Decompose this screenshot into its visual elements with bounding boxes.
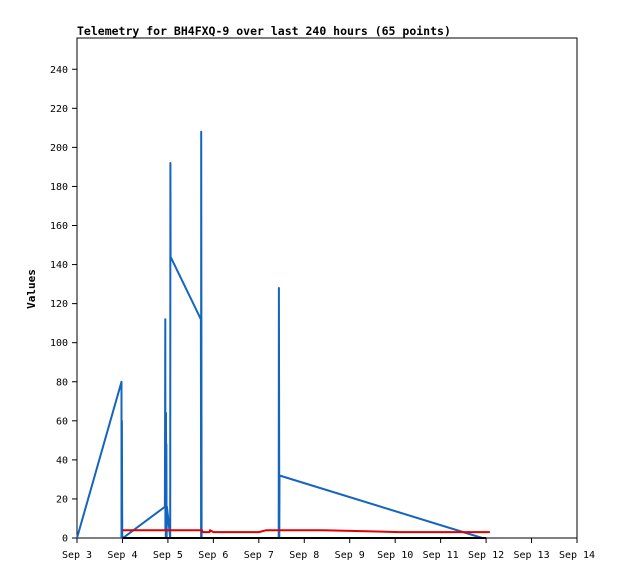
y-tick-label: 0 xyxy=(62,534,68,545)
x-tick-label: Sep 9 xyxy=(335,550,365,561)
x-tick-label: Sep 14 xyxy=(559,550,595,561)
y-tick-label: 80 xyxy=(56,377,68,388)
y-tick-label: 220 xyxy=(50,104,68,115)
y-tick-label: 240 xyxy=(50,65,68,76)
y-tick-label: 160 xyxy=(50,221,68,232)
y-axis-label: Values xyxy=(25,269,38,309)
x-tick-label: Sep 5 xyxy=(153,550,183,561)
series-line-2 xyxy=(122,529,490,534)
x-tick-label: Sep 8 xyxy=(289,550,319,561)
chart-title: Telemetry for BH4FXQ-9 over last 240 hou… xyxy=(77,24,451,38)
y-tick-label: 40 xyxy=(56,455,68,466)
series-layer xyxy=(76,130,490,539)
x-tick-label: Sep 6 xyxy=(198,550,228,561)
y-tick-label: 60 xyxy=(56,416,68,427)
series-line-1 xyxy=(76,130,487,539)
x-tick-label: Sep 4 xyxy=(107,550,137,561)
plot-frame xyxy=(76,37,578,539)
x-axis-ticks: Sep 3 Sep 4 Sep 5 Sep 6 Sep 7 Sep 8 Sep 9 Sep 1… xyxy=(62,538,595,561)
x-tick-label: Sep 7 xyxy=(244,550,274,561)
y-tick-label: 20 xyxy=(56,494,68,505)
x-tick-label: Sep 3 xyxy=(62,550,92,561)
y-tick-label: 180 xyxy=(50,182,68,193)
y-tick-label: 100 xyxy=(50,338,68,349)
x-tick-label: Sep 11 xyxy=(423,550,459,561)
y-tick-label: 140 xyxy=(50,260,68,271)
x-tick-label: Sep 13 xyxy=(513,550,549,561)
y-axis-ticks: 0 20 40 60 80 100 120 140 160 180 200 220 240 xyxy=(50,65,77,545)
x-tick-label: Sep 10 xyxy=(377,550,413,561)
y-tick-label: 200 xyxy=(50,143,68,154)
x-tick-label: Sep 12 xyxy=(468,550,504,561)
y-tick-label: 120 xyxy=(50,299,68,310)
